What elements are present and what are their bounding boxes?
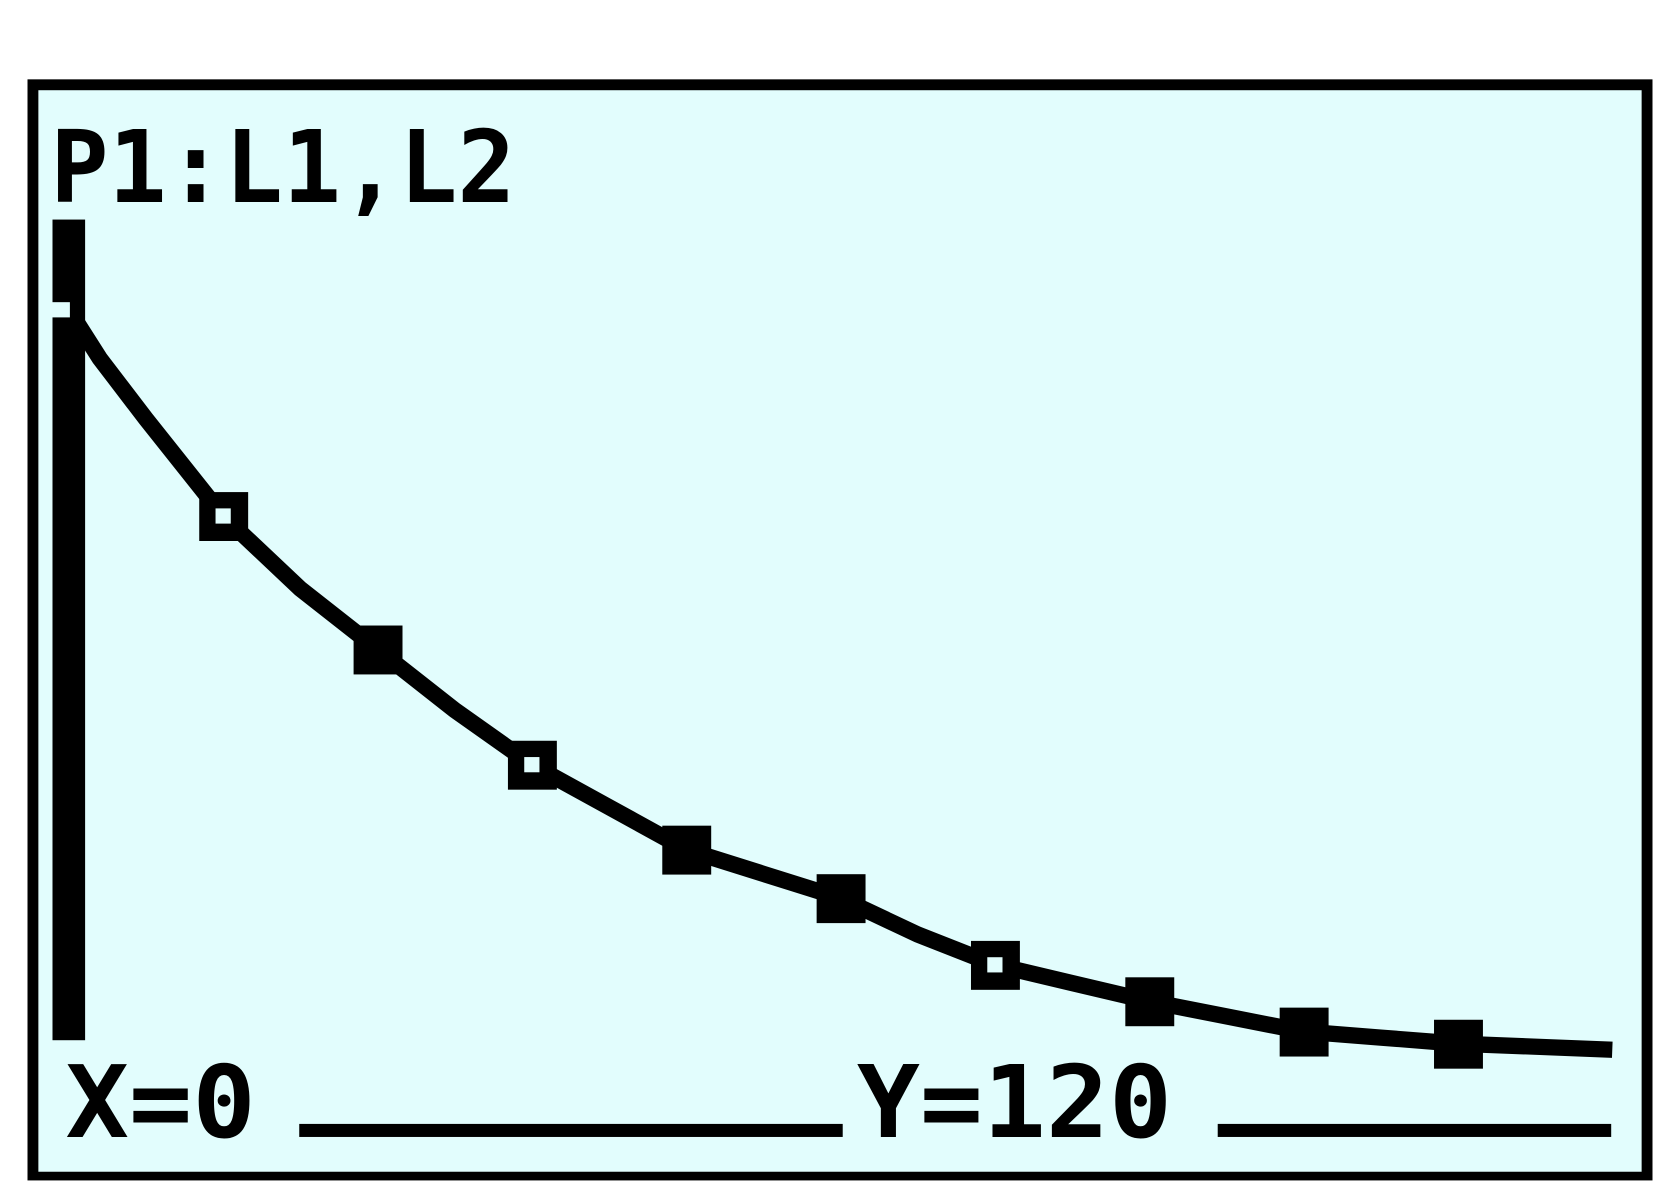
data-points [199, 492, 1483, 1069]
trace-cursor [50, 302, 70, 318]
data-point-5 [816, 874, 866, 924]
regression-curve [61, 305, 1613, 1058]
readout-underline [299, 1123, 843, 1137]
data-point-2 [353, 625, 403, 675]
plot-label: P1:L1,L2 [50, 109, 515, 226]
data-point-8 [1279, 1007, 1329, 1057]
trace-y-readout: Y=120 [857, 1044, 1172, 1161]
data-point-7 [1125, 977, 1175, 1027]
data-point-4 [662, 825, 712, 875]
data-point-hollow-center [524, 757, 540, 773]
trace-x-readout: X=0 [66, 1044, 256, 1161]
screen-background [38, 90, 1642, 1172]
curve-line [61, 305, 1613, 1058]
data-point-9 [1434, 1019, 1483, 1069]
data-point-hollow-center [987, 957, 1003, 973]
data-point-hollow-center [215, 508, 231, 524]
readout-underline [1217, 1123, 1612, 1137]
y-axis [52, 219, 86, 1041]
